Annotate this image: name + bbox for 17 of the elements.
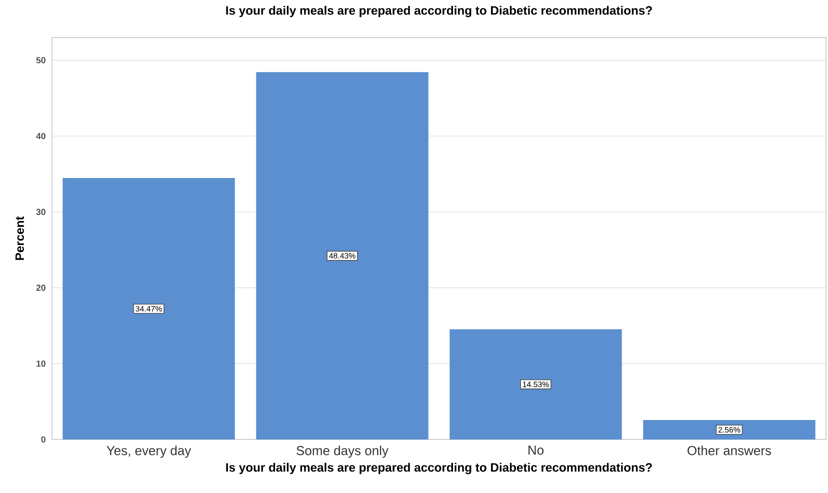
x-tick-label: Yes, every day xyxy=(106,445,192,458)
y-axis-title: Percent xyxy=(15,216,24,260)
y-tick-label: 0 xyxy=(41,436,46,442)
x-tick-label: No xyxy=(528,445,544,455)
x-axis-title: Is your daily meals are prepared according to Diabetic recommendations? xyxy=(226,462,652,474)
y-tick-label: 40 xyxy=(36,132,46,139)
bar xyxy=(450,329,622,440)
bar xyxy=(256,72,428,440)
x-tick-label: Other answers xyxy=(688,445,772,456)
bar xyxy=(62,178,235,440)
bar xyxy=(643,420,816,440)
x-tick-label: Some days only xyxy=(296,445,388,458)
y-tick-label: 50 xyxy=(36,56,46,64)
chart-title: Is your daily meals are prepared according to Diabetic recommendations? xyxy=(226,6,652,17)
y-tick-label: 20 xyxy=(36,284,46,291)
y-tick-label: 30 xyxy=(36,208,46,215)
y-tick-label: 10 xyxy=(36,360,46,366)
